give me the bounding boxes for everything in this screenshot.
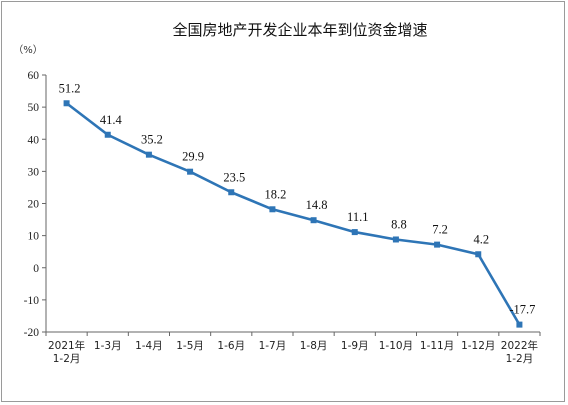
x-tick-label: 1-3月 <box>94 340 122 352</box>
data-point <box>228 189 235 196</box>
y-axis-unit: （%） <box>13 44 43 56</box>
data-label: 11.1 <box>347 210 368 224</box>
x-tick-label: 1-8月 <box>300 340 328 352</box>
x-tick-label: 1-9月 <box>341 340 369 352</box>
x-tick-label: 2021年 <box>48 339 85 352</box>
x-tick-label: 1-4月 <box>135 340 163 352</box>
data-label: 18.2 <box>264 187 286 201</box>
y-tick-label: -10 <box>24 295 40 307</box>
data-point <box>63 100 70 107</box>
data-point <box>516 321 523 328</box>
x-tick-label: 2022年 <box>501 339 538 352</box>
data-label: 23.5 <box>223 170 245 184</box>
data-label: 51.2 <box>59 81 81 95</box>
y-tick-label: -20 <box>24 327 40 339</box>
data-labels: 51.2 41.4 35.2 29.9 23.5 18.2 14.8 11.1 8.8 7.2 4.… <box>59 81 536 316</box>
data-label: -17.7 <box>509 303 535 317</box>
chart-title: 全国房地产开发企业本年到位资金增速 <box>172 21 427 39</box>
data-point <box>145 151 152 158</box>
data-label: 29.9 <box>182 150 204 164</box>
data-point <box>392 236 399 243</box>
data-point <box>475 251 482 258</box>
y-tick-label: 60 <box>28 70 40 82</box>
x-tick-label: 1-11月 <box>420 340 454 352</box>
series-polyline <box>65 102 521 326</box>
y-axis-ticks: 60 50 40 30 20 10 0 -10 -20 <box>24 70 46 339</box>
x-tick-label: 1-2月 <box>506 353 534 365</box>
x-tick-label: 1-2月 <box>53 353 81 365</box>
data-label: 7.2 <box>432 223 448 237</box>
y-tick-label: 20 <box>28 199 40 211</box>
series-line <box>63 100 523 328</box>
x-tick-label: 1-12月 <box>461 340 495 352</box>
x-tick-label: 1-6月 <box>217 340 245 352</box>
y-tick-label: 10 <box>28 231 40 243</box>
y-tick-label: 30 <box>28 166 40 178</box>
data-label: 8.8 <box>391 217 407 231</box>
x-tick-label: 1-10月 <box>379 340 413 352</box>
data-point <box>351 229 358 236</box>
data-point <box>434 241 441 248</box>
data-label: 4.2 <box>473 232 489 246</box>
data-label: 35.2 <box>141 133 163 147</box>
y-tick-label: 40 <box>28 134 40 146</box>
data-point <box>310 217 317 224</box>
y-tick-label: 0 <box>33 263 39 275</box>
x-tick-label: 1-7月 <box>259 340 287 352</box>
data-label: 14.8 <box>306 198 328 212</box>
data-point <box>104 131 111 138</box>
data-label: 41.4 <box>100 113 123 127</box>
data-point <box>269 206 276 213</box>
data-point <box>187 168 194 175</box>
y-tick-label: 50 <box>28 102 40 114</box>
x-tick-label: 1-5月 <box>176 340 204 352</box>
